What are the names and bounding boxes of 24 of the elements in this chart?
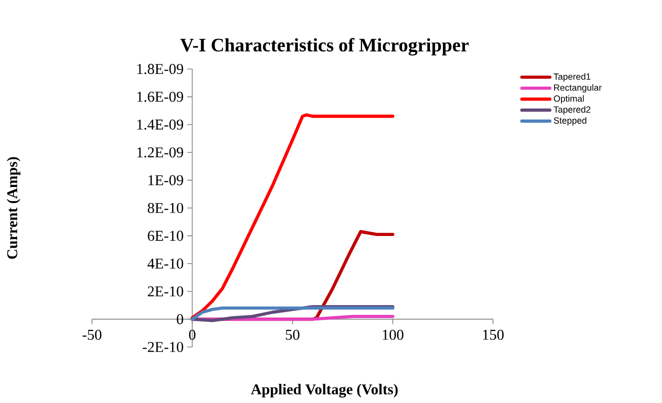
legend-label: Rectangular bbox=[554, 84, 602, 93]
x-tick-label: 0 bbox=[189, 330, 196, 340]
x-tick-label: 150 bbox=[483, 330, 504, 340]
y-tick-label: 1.8E-09 bbox=[137, 64, 184, 74]
y-axis-title: Current (Amps) bbox=[6, 157, 20, 259]
y-tick-label: 8E-10 bbox=[148, 202, 184, 214]
y-tick-label: 2E-10 bbox=[148, 286, 184, 296]
x-tick-label: 100 bbox=[382, 330, 404, 340]
legend-label: Tapered2 bbox=[554, 106, 590, 114]
x-tick-label: -50 bbox=[82, 330, 102, 340]
y-tick-label: 1E-09 bbox=[148, 175, 184, 186]
y-tick-label: 1.2E-09 bbox=[137, 147, 184, 158]
y-tick-label: -2E-10 bbox=[142, 342, 184, 352]
x-tick-label: 50 bbox=[286, 330, 300, 340]
y-tick-label: 4E-10 bbox=[148, 258, 184, 269]
x-axis-title: Applied Voltage (Volts) bbox=[250, 384, 398, 398]
y-tick-label: 1.6E-09 bbox=[137, 92, 184, 102]
y-tick-label: 1.4E-09 bbox=[137, 120, 184, 130]
legend-label: Stepped bbox=[554, 117, 586, 126]
legend-label: Optimal bbox=[554, 95, 584, 104]
y-tick-label: 6E-10 bbox=[148, 230, 184, 241]
y-tick-label: 0 bbox=[176, 314, 184, 324]
chart-title: V-I Characteristics of Microgripper bbox=[180, 38, 469, 56]
legend-label: Tapered1 bbox=[554, 73, 590, 82]
